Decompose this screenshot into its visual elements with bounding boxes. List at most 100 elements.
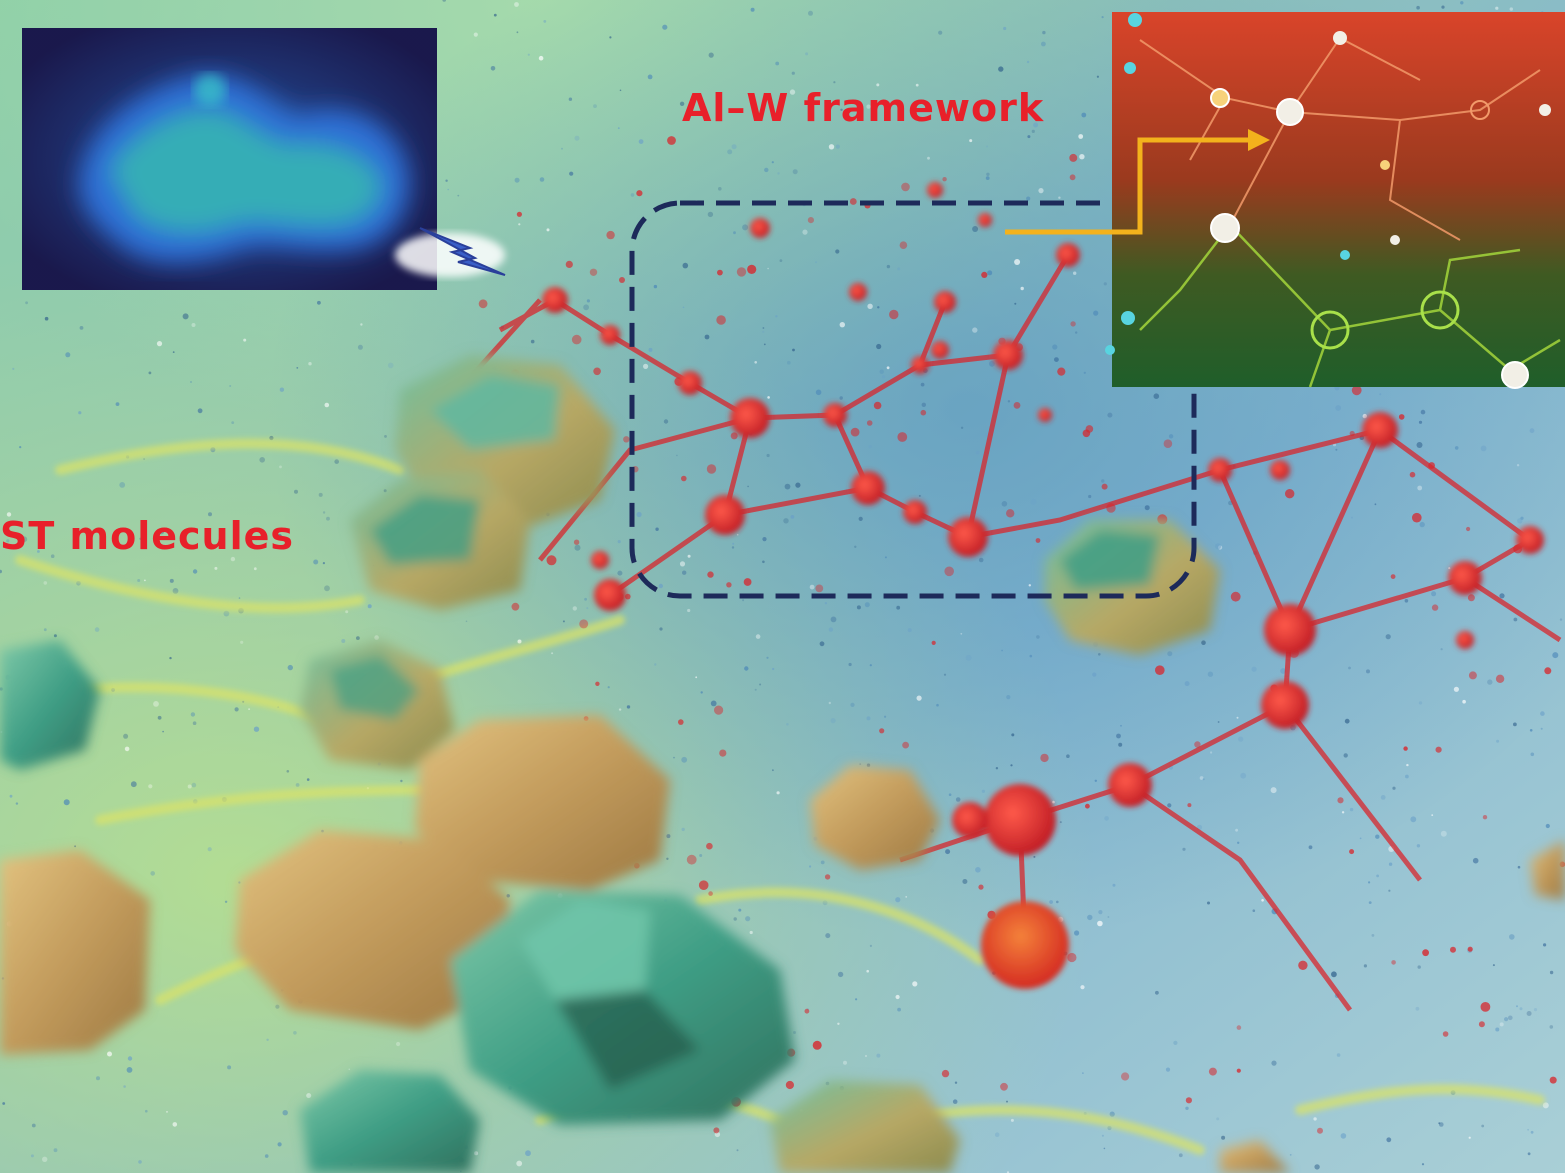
small-dot [1317,1127,1323,1134]
speckle [1516,464,1520,467]
speckle [223,610,230,617]
speckle [679,101,685,107]
speckle [130,781,137,788]
speckle [666,834,671,839]
speckle [1221,1135,1226,1140]
speckle [791,71,795,75]
speckle [655,527,659,531]
speckle [334,459,340,464]
small-dot [606,230,615,240]
speckle [1238,736,1244,742]
speckle [159,529,165,535]
speckle [514,177,520,183]
speckle [653,284,658,289]
speckle [1033,122,1039,128]
speckle [1375,834,1380,839]
small-dot [1480,1002,1491,1012]
speckle [819,641,825,647]
speckle [777,172,780,175]
speckle [138,1160,142,1164]
speckle [1173,1040,1178,1045]
speckle [1207,671,1214,677]
small-dot [1450,946,1456,953]
speckle [802,229,808,235]
speckle [681,827,685,832]
speckle [1271,1060,1277,1066]
speckle [1545,823,1550,829]
speckle [718,187,722,191]
speckle [699,854,703,857]
small-dot [589,268,598,276]
small-dot [1085,803,1090,809]
small-dot [1349,430,1355,437]
small-dot [625,593,631,600]
speckle [747,485,749,488]
speckle [1075,331,1078,334]
speckle [864,602,870,608]
speckle [74,845,76,848]
speckle [1167,651,1173,657]
speckle [1210,751,1213,754]
speckle [190,712,196,717]
speckle [9,794,13,798]
speckle [1420,409,1426,415]
framework-zoom-box [629,200,1197,599]
speckle [700,691,703,694]
speckle [517,639,522,644]
crystal-facet [555,990,700,1090]
speckle [1207,901,1210,905]
speckle [1460,1,1464,5]
speckle [1453,686,1459,692]
speckle [1237,841,1240,844]
speckle [727,149,733,155]
speckle [357,344,363,350]
speckle [43,628,47,632]
speckle [865,1055,867,1057]
small-dot [1106,503,1116,513]
small-dot [1442,1031,1449,1037]
speckle [859,763,862,765]
speckle [1029,654,1033,658]
speckle [840,108,843,112]
small-dot [1067,952,1077,963]
speckle [1480,445,1487,452]
speckle [978,557,984,563]
speckle [1280,668,1286,674]
speckle [1368,901,1372,904]
small-dot [623,436,630,443]
small-dot [747,264,757,274]
speckle [982,552,985,555]
speckle [738,908,742,912]
speckle [248,708,251,710]
speckle [1529,729,1533,732]
speckle [1340,1133,1347,1139]
speckle [830,616,837,623]
speckle [742,224,749,231]
speckle [543,20,547,23]
speckle [123,1085,126,1088]
speckle [1520,516,1524,520]
speckle [1010,764,1013,767]
speckle [148,371,152,375]
speckle [574,544,581,551]
speckle [1049,900,1053,904]
speckle [805,52,809,56]
speckle [985,176,990,181]
st-molecules-label: ST molecules [0,514,295,558]
speckle [1094,779,1098,782]
speckle [1109,1111,1115,1117]
speckle [1379,393,1382,396]
speckle [593,104,597,108]
speckle [749,930,753,935]
speckle [295,783,300,787]
small-dot [478,299,488,309]
speckle [986,172,990,176]
speckle [609,36,612,39]
speckle [762,537,767,542]
small-dot [708,891,713,896]
speckle [960,632,963,635]
speckle [1441,5,1445,9]
speckle [137,579,141,582]
speckle [918,494,921,497]
small-dot [1230,591,1241,602]
